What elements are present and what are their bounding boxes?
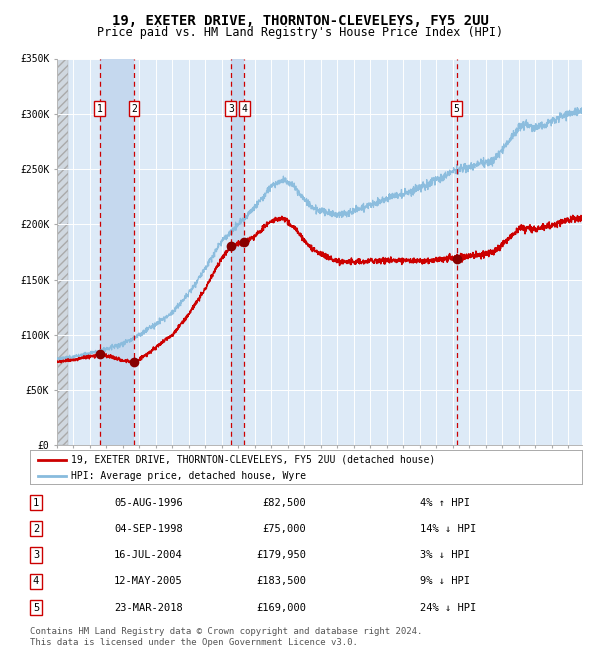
Text: £169,000: £169,000 bbox=[256, 603, 306, 612]
Text: £183,500: £183,500 bbox=[256, 577, 306, 586]
Text: HPI: Average price, detached house, Wyre: HPI: Average price, detached house, Wyre bbox=[71, 471, 307, 481]
Text: Contains HM Land Registry data © Crown copyright and database right 2024.
This d: Contains HM Land Registry data © Crown c… bbox=[30, 627, 422, 647]
Text: 2: 2 bbox=[131, 104, 137, 114]
Text: 4% ↑ HPI: 4% ↑ HPI bbox=[420, 498, 470, 508]
Text: 1: 1 bbox=[97, 104, 103, 114]
Bar bbox=[231, 58, 244, 445]
Text: £179,950: £179,950 bbox=[256, 550, 306, 560]
Text: £82,500: £82,500 bbox=[262, 498, 306, 508]
Text: 9% ↓ HPI: 9% ↓ HPI bbox=[420, 577, 470, 586]
Text: 23-MAR-2018: 23-MAR-2018 bbox=[114, 603, 183, 612]
Text: 5: 5 bbox=[454, 104, 460, 114]
Text: 12-MAY-2005: 12-MAY-2005 bbox=[114, 577, 183, 586]
Text: 14% ↓ HPI: 14% ↓ HPI bbox=[420, 524, 476, 534]
Text: 19, EXETER DRIVE, THORNTON-CLEVELEYS, FY5 2UU (detached house): 19, EXETER DRIVE, THORNTON-CLEVELEYS, FY… bbox=[71, 454, 436, 465]
Text: 4: 4 bbox=[33, 577, 39, 586]
Bar bbox=[100, 58, 134, 445]
Text: 3: 3 bbox=[228, 104, 234, 114]
Text: 24% ↓ HPI: 24% ↓ HPI bbox=[420, 603, 476, 612]
Text: 04-SEP-1998: 04-SEP-1998 bbox=[114, 524, 183, 534]
Text: £75,000: £75,000 bbox=[262, 524, 306, 534]
Text: 3: 3 bbox=[33, 550, 39, 560]
Text: 16-JUL-2004: 16-JUL-2004 bbox=[114, 550, 183, 560]
Text: 19, EXETER DRIVE, THORNTON-CLEVELEYS, FY5 2UU: 19, EXETER DRIVE, THORNTON-CLEVELEYS, FY… bbox=[112, 14, 488, 29]
Text: 3% ↓ HPI: 3% ↓ HPI bbox=[420, 550, 470, 560]
Text: Price paid vs. HM Land Registry's House Price Index (HPI): Price paid vs. HM Land Registry's House … bbox=[97, 26, 503, 39]
Text: 05-AUG-1996: 05-AUG-1996 bbox=[114, 498, 183, 508]
Bar bbox=[57, 58, 68, 445]
Text: 5: 5 bbox=[33, 603, 39, 612]
Text: 4: 4 bbox=[241, 104, 247, 114]
Text: 2: 2 bbox=[33, 524, 39, 534]
Text: 1: 1 bbox=[33, 498, 39, 508]
